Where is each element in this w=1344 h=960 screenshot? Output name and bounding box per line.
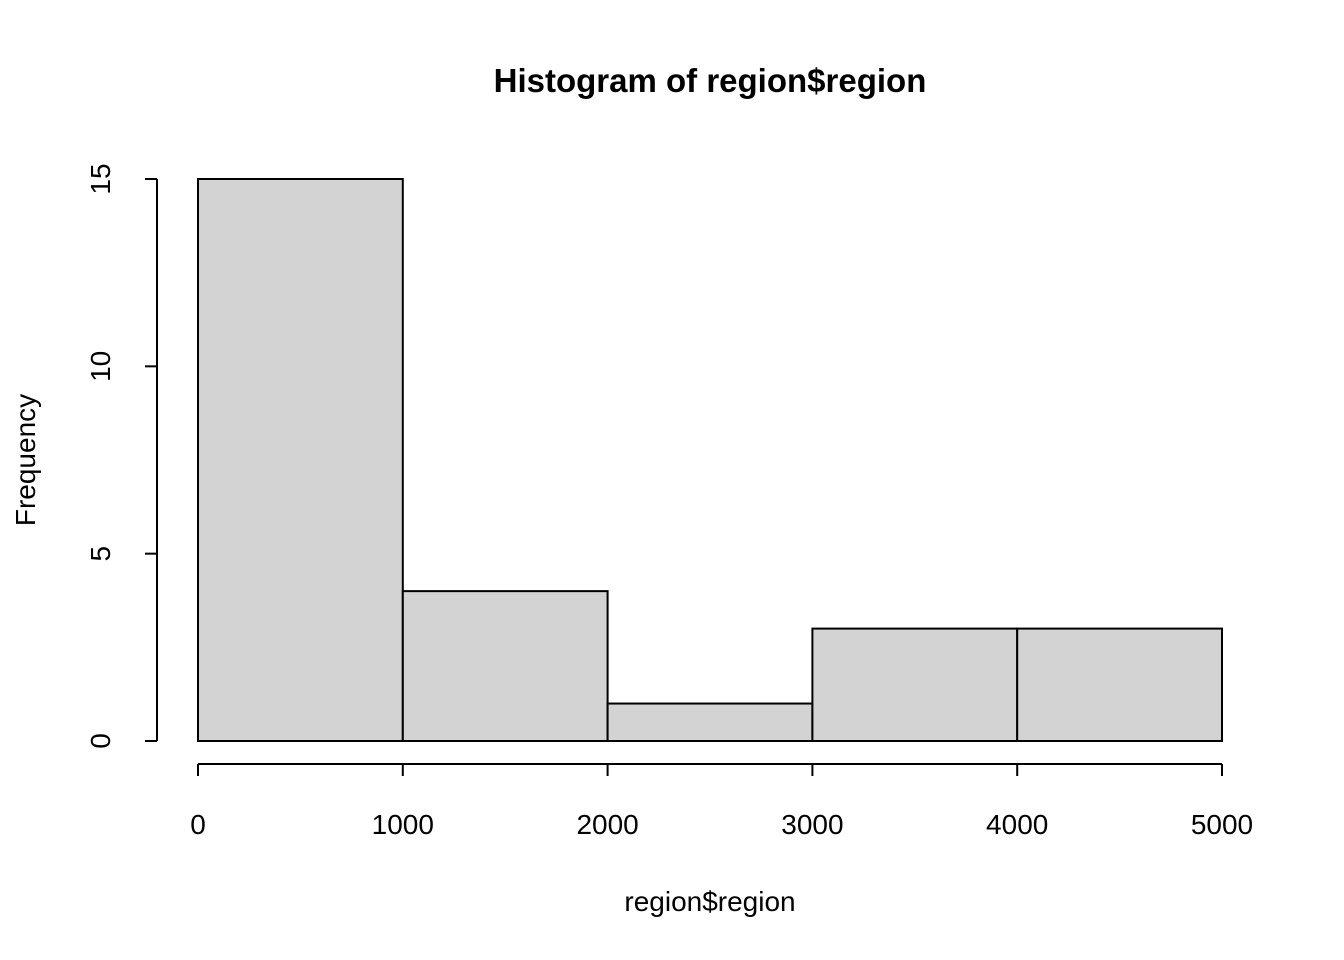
y-tick-label: 15 [85, 163, 116, 194]
y-tick-label: 5 [85, 546, 116, 562]
y-axis-label: Frequency [10, 394, 41, 526]
x-tick-label: 3000 [781, 809, 843, 840]
bar [401, 590, 609, 743]
bar [197, 178, 404, 742]
x-tick-label: 1000 [372, 809, 434, 840]
y-tick-label: 0 [85, 733, 116, 749]
y-tick-label: 10 [85, 351, 116, 382]
x-tick-label: 0 [190, 809, 206, 840]
x-tick-label: 4000 [986, 809, 1048, 840]
bar [1016, 627, 1224, 742]
bar [606, 702, 814, 742]
bar [811, 627, 1019, 742]
x-axis-label: region$region [624, 886, 795, 917]
x-tick-label: 5000 [1191, 809, 1253, 840]
x-tick-label: 2000 [576, 809, 638, 840]
chart-title: Histogram of region$region [494, 62, 927, 99]
